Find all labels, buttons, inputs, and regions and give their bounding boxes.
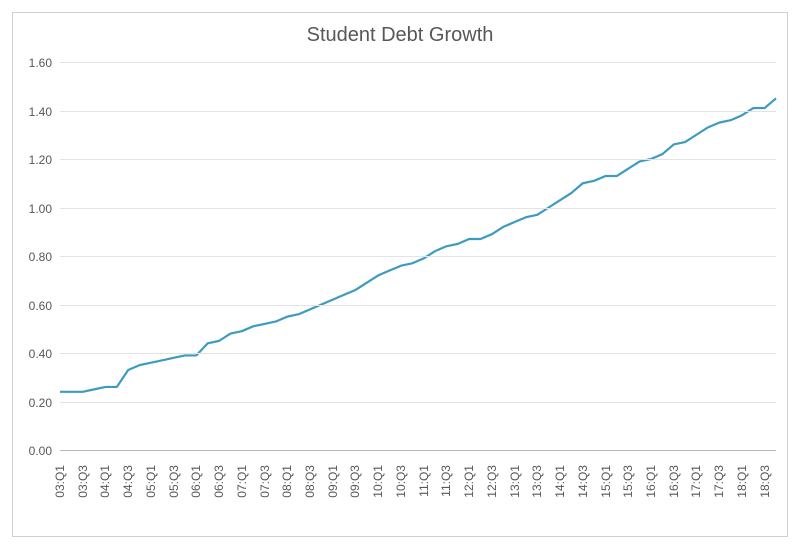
y-tick-label: 1.40 (0, 105, 52, 119)
x-tick-label: 08:Q1 (280, 465, 294, 505)
x-tick-label: 11:Q1 (417, 465, 431, 505)
debt-line (60, 98, 776, 391)
gridline (60, 353, 776, 354)
gridline (60, 402, 776, 403)
chart-container: Student Debt Growth 0.00 0.20 0.40 0.60 0.80… (0, 0, 800, 549)
x-tick-label: 04:Q1 (98, 465, 112, 505)
y-tick-label: 0.60 (0, 299, 52, 313)
gridline (60, 305, 776, 306)
gridline (60, 159, 776, 160)
x-tick-label: 13:Q1 (508, 465, 522, 505)
plot-area (60, 62, 776, 450)
y-tick-label: 1.00 (0, 202, 52, 216)
x-tick-label: 09:Q1 (326, 465, 340, 505)
x-tick-label: 10:Q1 (371, 465, 385, 505)
x-tick-label: 12:Q3 (485, 465, 499, 505)
x-tick-label: 07:Q3 (258, 465, 272, 505)
x-tick-label: 18:Q1 (735, 465, 749, 505)
x-tick-label: 14:Q3 (576, 465, 590, 505)
x-tick-label: 05:Q1 (144, 465, 158, 505)
x-tick-label: 06:Q1 (189, 465, 203, 505)
y-tick-label: 1.60 (0, 56, 52, 70)
x-tick-label: 17:Q1 (689, 465, 703, 505)
x-tick-label: 04:Q3 (121, 465, 135, 505)
x-tick-label: 09:Q3 (348, 465, 362, 505)
gridline (60, 256, 776, 257)
x-tick-label: 03:Q1 (53, 465, 67, 505)
x-tick-label: 03:Q3 (76, 465, 90, 505)
x-tick-label: 12:Q1 (462, 465, 476, 505)
x-tick-label: 10:Q3 (394, 465, 408, 505)
x-tick-label: 18:Q3 (758, 465, 772, 505)
gridline (60, 208, 776, 209)
x-tick-label: 08:Q3 (303, 465, 317, 505)
y-tick-label: 0.00 (0, 444, 52, 458)
x-tick-label: 15:Q1 (599, 465, 613, 505)
y-tick-label: 0.80 (0, 250, 52, 264)
x-tick-label: 11:Q3 (439, 465, 453, 505)
x-tick-label: 16:Q3 (667, 465, 681, 505)
gridline (60, 62, 776, 63)
x-tick-label: 17:Q3 (712, 465, 726, 505)
x-tick-label: 13:Q3 (530, 465, 544, 505)
x-tick-label: 07:Q1 (235, 465, 249, 505)
chart-title: Student Debt Growth (0, 24, 800, 47)
gridline (60, 111, 776, 112)
y-tick-label: 0.40 (0, 347, 52, 361)
x-tick-label: 15:Q3 (621, 465, 635, 505)
x-tick-label: 06:Q3 (212, 465, 226, 505)
y-tick-label: 1.20 (0, 153, 52, 167)
x-tick-label: 14:Q1 (553, 465, 567, 505)
x-tick-label: 16:Q1 (644, 465, 658, 505)
gridline (60, 450, 776, 451)
y-tick-label: 0.20 (0, 396, 52, 410)
x-tick-label: 05:Q3 (167, 465, 181, 505)
